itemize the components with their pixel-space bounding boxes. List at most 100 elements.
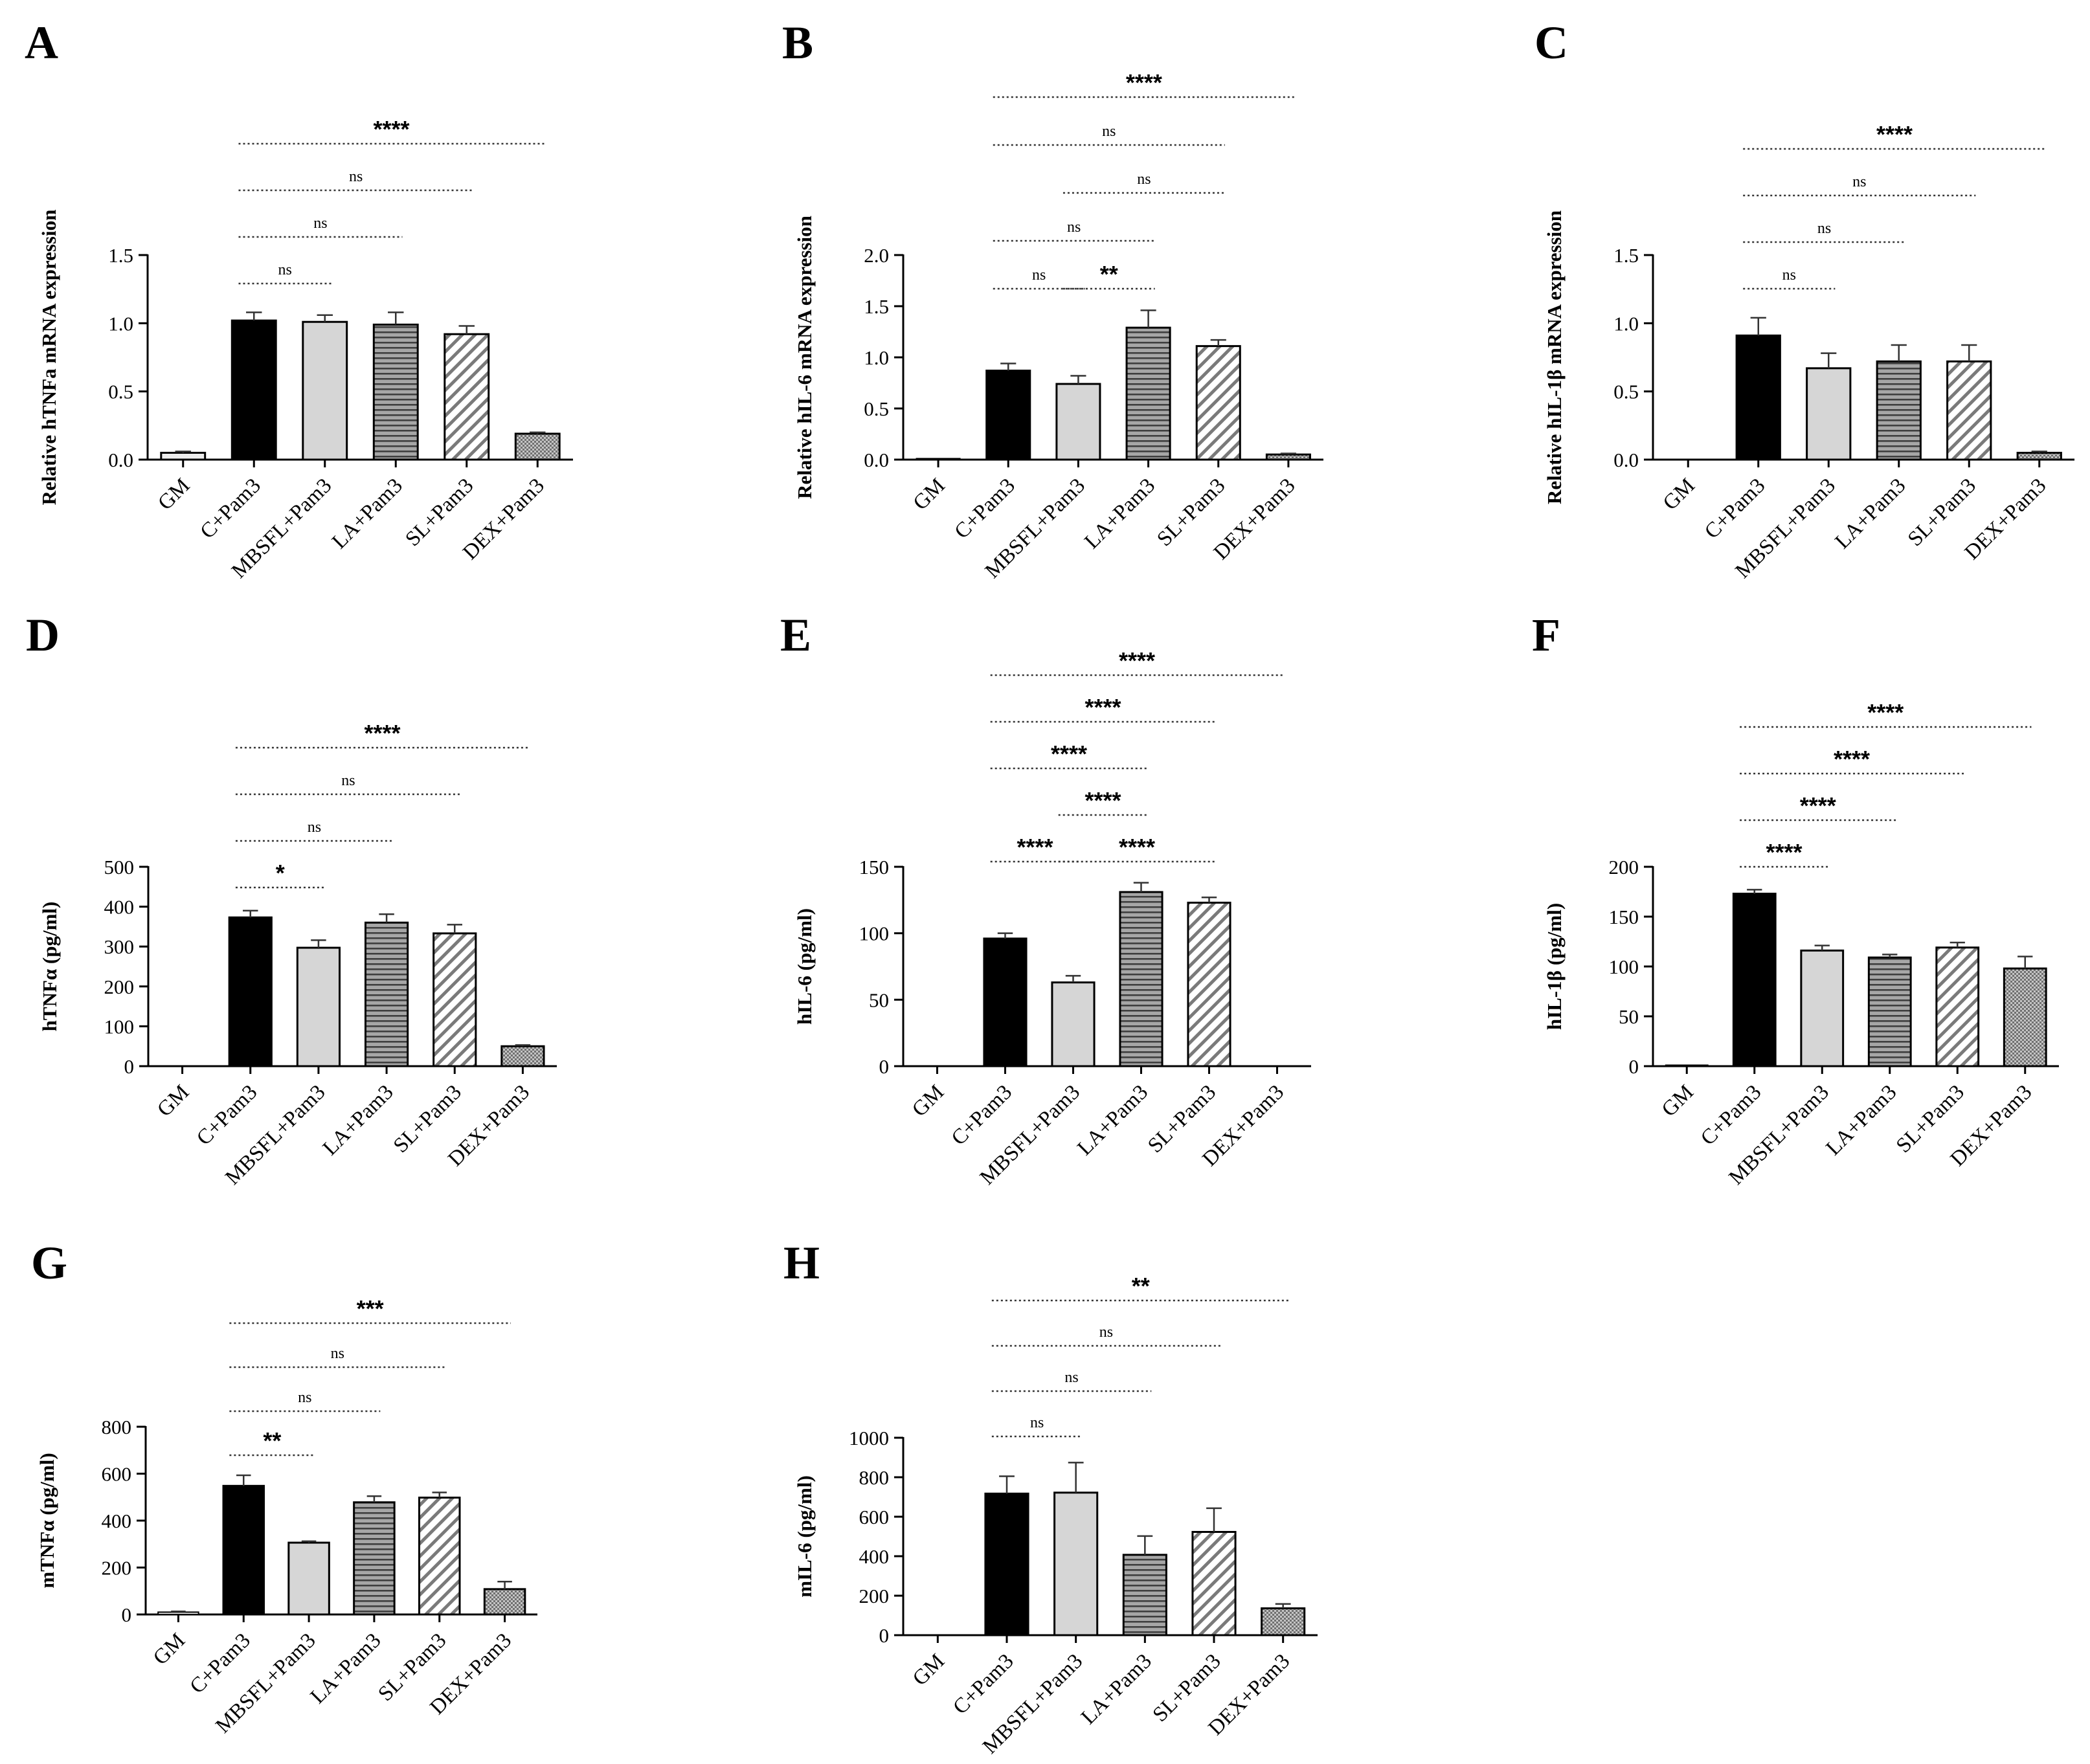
- significance-label: ****: [1084, 694, 1121, 720]
- x-tick-label: C+Pam3: [1696, 1080, 1766, 1150]
- x-tick-label: GM: [1659, 474, 1700, 515]
- bar-c-pam3: [230, 319, 277, 461]
- bar-dex-pam3: [1265, 453, 1311, 461]
- x-tick-label: LA+Pam3: [1080, 474, 1160, 553]
- y-tick-label: 0: [1629, 1055, 1639, 1078]
- bar-dex-pam3: [514, 432, 561, 461]
- bar-gm: [160, 451, 207, 461]
- y-tick-label: 100: [859, 922, 890, 945]
- significance-label: ****: [1876, 121, 1913, 148]
- bar-la-pam3: [372, 323, 419, 461]
- y-tick-label: 800: [859, 1466, 890, 1489]
- significance-label: ns: [1032, 267, 1046, 284]
- y-tick-label: 0: [879, 1055, 890, 1078]
- significance-label: ns: [1852, 173, 1866, 190]
- significance-label: ns: [1030, 1414, 1044, 1431]
- y-tick-label: 1.0: [864, 346, 889, 369]
- bar-sl-pam3: [418, 1496, 461, 1616]
- panel-letter: E: [780, 609, 811, 661]
- significance-label: ****: [365, 720, 401, 746]
- bar-dex-pam3: [1261, 1607, 1306, 1636]
- y-tick-label: 0.0: [1613, 449, 1639, 471]
- x-tick-label: GM: [149, 1629, 190, 1669]
- bar-gm: [157, 1611, 199, 1615]
- bar-la-pam3: [1125, 326, 1171, 461]
- y-tick-label: 800: [102, 1416, 132, 1438]
- bar-dex-pam3: [500, 1045, 545, 1067]
- panel-letter: G: [31, 1237, 67, 1289]
- significance-label: ns: [1782, 267, 1796, 284]
- y-axis-label: mTNFα (pg/ml): [36, 1453, 58, 1588]
- bar-sl-pam3: [444, 333, 490, 461]
- bar-mbsfl-pam3: [302, 320, 348, 461]
- bar-la-pam3: [364, 921, 409, 1067]
- bar-sl-pam3: [1946, 360, 1992, 461]
- panel-letter: H: [783, 1237, 820, 1289]
- y-tick-label: 0: [879, 1624, 890, 1647]
- bar-mbsfl-pam3: [287, 1541, 330, 1616]
- significance-label: ****: [1126, 69, 1162, 96]
- significance-label: ns: [1067, 219, 1081, 236]
- significance-label: ****: [1800, 792, 1836, 819]
- significance-label: ****: [1766, 839, 1802, 865]
- panel-b: B Relative hIL-6 mRNA expression 0.0 0.5 1.0…: [782, 17, 1323, 583]
- x-tick-label: C+Pam3: [947, 1080, 1017, 1150]
- y-tick-label: 600: [102, 1463, 132, 1486]
- bar-dex-pam3: [2016, 451, 2062, 461]
- x-tick-label: LA+Pam3: [1831, 474, 1911, 553]
- bar-mbsfl-pam3: [1055, 383, 1101, 461]
- y-tick-label: 400: [859, 1545, 890, 1568]
- y-axis-label: hIL-1β (pg/ml): [1543, 903, 1566, 1030]
- significance-label: ****: [1119, 834, 1155, 860]
- y-tick-label: 150: [859, 856, 890, 878]
- y-axis-label: mIL-6 (pg/ml): [793, 1475, 816, 1598]
- panel-c: C Relative hIL-1β mRNA expression 0.0 0.5 1.…: [1534, 17, 2074, 583]
- panel-a: A Relative hTNFa mRNA expression 0.0 0.5 1.0…: [25, 17, 573, 583]
- y-tick-label: 600: [859, 1506, 890, 1528]
- y-tick-label: 200: [104, 976, 135, 998]
- significance-label: **: [1100, 261, 1118, 287]
- significance-label: ****: [1834, 746, 1870, 772]
- bar-c-pam3: [985, 370, 1031, 461]
- bar-c-pam3: [228, 916, 273, 1067]
- y-axis-label: Relative hIL-1β mRNA expression: [1543, 210, 1566, 504]
- y-axis-label: hTNFα (pg/ml): [38, 902, 61, 1032]
- x-tick-label: GM: [1657, 1080, 1698, 1121]
- y-tick-label: 0.5: [864, 397, 889, 420]
- y-tick-label: 50: [1619, 1005, 1639, 1028]
- y-tick-label: 400: [104, 896, 135, 919]
- y-tick-label: 400: [102, 1510, 132, 1532]
- y-tick-label: 1.5: [864, 295, 889, 318]
- bar-gm: [916, 458, 961, 460]
- y-tick-label: 200: [859, 1585, 890, 1607]
- y-tick-label: 200: [102, 1557, 132, 1580]
- significance-label: ns: [1099, 1324, 1113, 1341]
- significance-label: *: [276, 860, 285, 886]
- bar-la-pam3: [1122, 1554, 1167, 1636]
- y-tick-label: 0: [124, 1055, 135, 1078]
- panel-letter: A: [25, 17, 58, 69]
- x-tick-label: GM: [908, 1649, 949, 1690]
- y-tick-label: 300: [104, 935, 135, 958]
- y-tick-label: 0.5: [1613, 381, 1639, 403]
- x-tick-label: C+Pam3: [949, 1649, 1018, 1719]
- significance-label: ****: [1867, 699, 1904, 726]
- significance-label: ****: [1051, 741, 1087, 767]
- y-tick-label: 1.5: [1613, 244, 1639, 267]
- y-tick-label: 0.0: [108, 449, 133, 471]
- y-tick-label: 0.0: [864, 449, 889, 471]
- y-tick-label: 50: [869, 988, 889, 1011]
- bar-sl-pam3: [433, 932, 477, 1067]
- y-tick-label: 500: [104, 856, 135, 878]
- significance-label: **: [263, 1427, 281, 1454]
- y-tick-label: 100: [1609, 955, 1639, 978]
- x-tick-label: GM: [153, 1080, 194, 1121]
- significance-label: ****: [373, 116, 409, 142]
- y-tick-label: 150: [1609, 906, 1639, 928]
- significance-label: **: [1132, 1273, 1150, 1299]
- significance-label: ns: [308, 819, 321, 836]
- y-tick-label: 1.5: [108, 244, 133, 267]
- significance-label: ns: [313, 215, 327, 232]
